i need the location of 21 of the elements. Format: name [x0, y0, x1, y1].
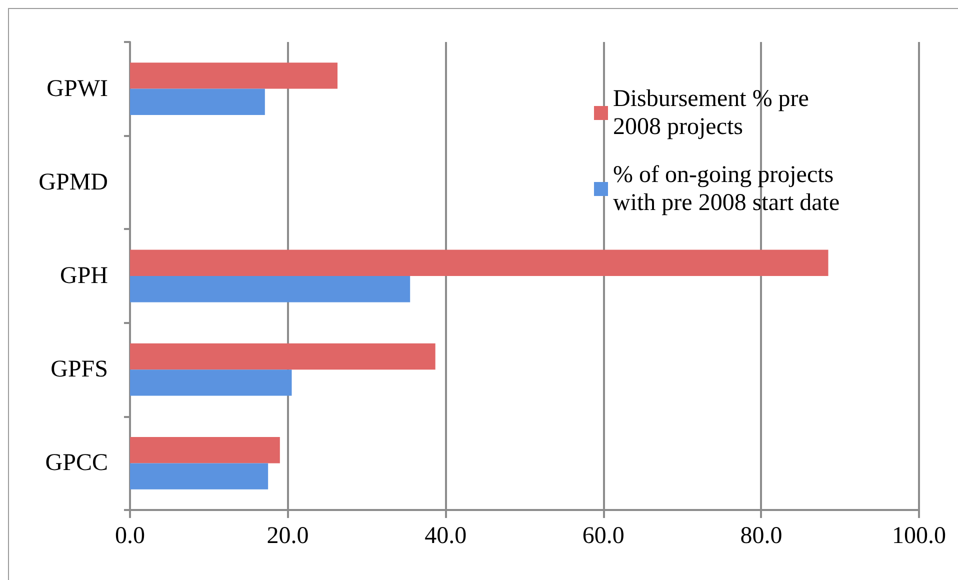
bar — [130, 276, 410, 302]
legend-label: Disbursement % pre 2008 projects — [613, 86, 815, 140]
y-tick-label: GPMD — [38, 169, 108, 196]
bar — [130, 88, 265, 116]
bar — [130, 370, 292, 396]
y-tick-label: GPWI — [46, 76, 108, 102]
bar — [130, 436, 280, 464]
legend-label: % of on-going projects with pre 2008 start date — [613, 162, 840, 216]
bar — [130, 463, 268, 490]
bar — [130, 343, 436, 370]
x-tick-label: 0.0 — [115, 523, 145, 549]
x-tick-label: 60.0 — [582, 523, 624, 549]
y-tick-label: GPFS — [50, 356, 108, 383]
y-tick-label: GPH — [60, 263, 108, 289]
x-tick-label: 20.0 — [266, 523, 309, 549]
y-tick-label: GPCC — [45, 450, 108, 476]
x-tick-label: 40.0 — [424, 523, 467, 549]
bar — [130, 250, 828, 276]
bar — [130, 62, 338, 89]
x-tick-label: 100.0 — [892, 523, 946, 549]
x-tick-label: 80.0 — [740, 523, 782, 549]
